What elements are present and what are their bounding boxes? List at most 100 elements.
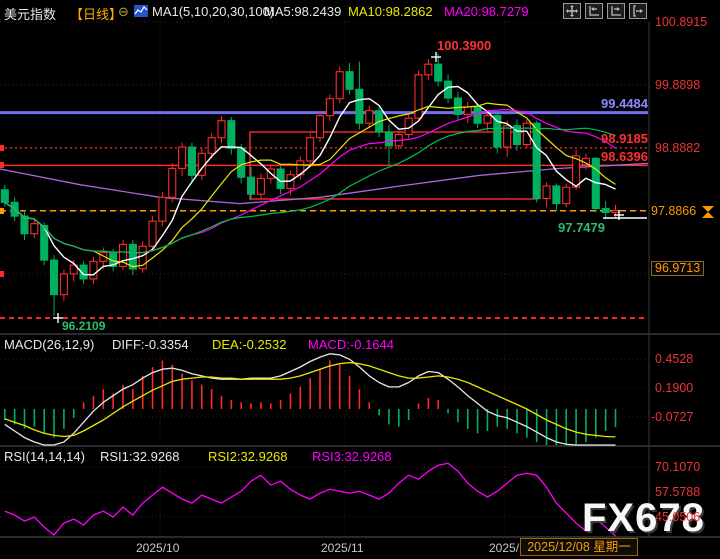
collapse-icon[interactable]: ⊖: [118, 4, 129, 19]
candle-up: [325, 98, 334, 117]
candle-down: [0, 189, 9, 203]
candle-up: [522, 122, 531, 146]
rsi1-value: RSI1:32.9268: [100, 449, 180, 464]
ma20-value: MA20:98.7279: [444, 4, 529, 19]
candle-up: [148, 220, 157, 247]
candle-up: [306, 137, 315, 162]
selected-date-badge[interactable]: 2025/12/08 星期一: [520, 538, 638, 556]
axis-price-1: 100.8915: [655, 15, 708, 29]
candle-down: [532, 122, 541, 200]
axis-boxed-price: 96.9713: [651, 261, 705, 276]
rsi3-value: RSI3:32.9268: [312, 449, 392, 464]
candle-up: [562, 186, 571, 205]
candle-down: [512, 125, 522, 146]
axis-macd-2: 0.1900: [655, 381, 694, 395]
candle-up: [168, 167, 177, 198]
rsi2-value: RSI2:32.9268: [208, 449, 288, 464]
period-low-label: 96.2109: [62, 319, 106, 333]
rsi-line: [4, 462, 616, 537]
time-tick-dec: 2025/1: [489, 541, 526, 555]
candle-up: [463, 106, 472, 115]
candle-up: [178, 146, 187, 169]
line-left-handle: [0, 162, 4, 168]
candle-down: [237, 147, 246, 178]
candle-up: [89, 260, 98, 280]
axis-rsi-1: 70.1070: [655, 460, 701, 474]
candle-up: [256, 177, 265, 195]
zoom-out-icon[interactable]: [585, 3, 603, 19]
candle-up: [30, 223, 39, 235]
candle-down: [49, 259, 59, 296]
candle-up: [414, 74, 423, 119]
candle-up: [503, 125, 512, 148]
zoom-in-icon[interactable]: [607, 3, 625, 19]
candle-up: [59, 273, 68, 296]
candle-up: [69, 264, 78, 275]
axis-rsi-2: 57.5788: [655, 485, 701, 499]
candle-down: [384, 131, 394, 147]
candle-up: [483, 115, 492, 124]
ma30-line: [4, 127, 616, 254]
time-tick-nov: 2025/11: [321, 541, 364, 555]
axis-price-3: 98.8882: [655, 141, 701, 155]
axis-macd-3: -0.0727: [651, 410, 694, 424]
symbol-title: 美元指数: [4, 7, 57, 22]
candle-down: [453, 97, 462, 115]
axis-price-2: 99.8898: [655, 78, 701, 92]
candle-up: [217, 120, 226, 139]
candle-up: [207, 137, 216, 154]
candle-down: [247, 176, 256, 195]
candle-down: [40, 225, 49, 261]
candle-up: [365, 110, 374, 124]
macd-diff-value: DIFF:-0.3354: [112, 337, 189, 352]
candle-up: [424, 63, 433, 76]
ma5-value: MA5:98.2439: [264, 4, 342, 19]
candle-up: [572, 155, 581, 188]
current-price-marker-bottom: [702, 212, 714, 218]
candle-down: [187, 146, 196, 176]
candle-up: [158, 196, 167, 222]
macd-title: MACD(26,12,9): [4, 337, 95, 352]
move-crosshair-icon[interactable]: [563, 3, 581, 19]
period-high-label: 100.3900: [437, 38, 492, 53]
pan-right-icon[interactable]: [629, 3, 647, 19]
line-left-handle: [0, 145, 4, 151]
candle-down: [79, 264, 88, 280]
candle-up: [118, 243, 128, 267]
time-tick-oct: 2025/10: [136, 541, 180, 555]
candle-down: [345, 71, 354, 90]
candle-up: [99, 252, 108, 262]
current-price-marker-top: [702, 206, 714, 212]
ma10-value: MA10:98.2862: [348, 4, 433, 19]
candle-up: [315, 115, 325, 139]
line-left-handle: [0, 208, 4, 214]
candle-up: [542, 185, 551, 200]
axis-current-price: 97.8866: [651, 204, 697, 218]
candle-up: [335, 71, 344, 100]
candle-up: [138, 245, 147, 270]
ma-chart-icon: [134, 5, 148, 20]
ma-group-label: MA1(5,10,20,30,100): [152, 4, 275, 19]
period-label: 【日线】: [70, 7, 123, 22]
macd-dea-value: DEA:-0.2532: [212, 337, 287, 352]
macd-dea-line: [4, 361, 616, 438]
candle-down: [552, 185, 561, 205]
axis-rsi-3: 45.0506: [655, 510, 701, 524]
candle-down: [493, 115, 502, 148]
rsi-title: RSI(14,14,14): [4, 449, 85, 464]
candle-down: [601, 208, 610, 213]
candle-down: [355, 88, 364, 124]
ma10-line: [4, 102, 616, 268]
resistance2-label: 98.6396: [601, 149, 648, 164]
candle-down: [227, 120, 236, 149]
candle-down: [128, 243, 137, 270]
ma100-line: [0, 162, 649, 205]
recent-low-label: 97.7479: [558, 220, 605, 235]
macd-diff-line: [4, 353, 616, 446]
candle-up: [611, 209, 620, 213]
resistance1-label: 98.9185: [601, 131, 648, 146]
fx678-watermark: FX678: [582, 496, 705, 540]
axis-macd-1: 0.4528: [655, 352, 694, 366]
